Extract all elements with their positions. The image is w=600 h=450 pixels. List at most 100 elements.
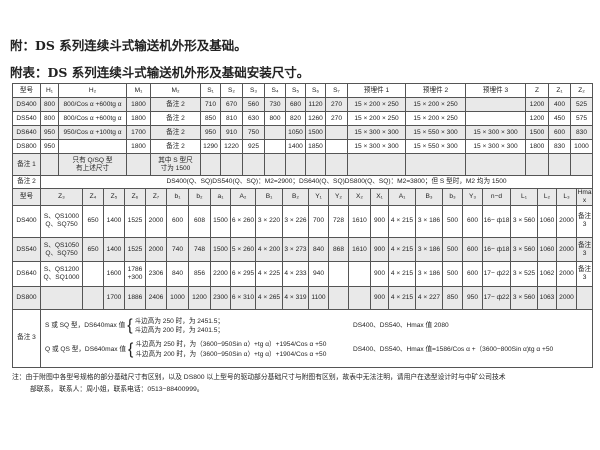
table-row-cell — [82, 261, 104, 287]
table-row-cell: 3 × 560 — [510, 204, 538, 238]
table-row-cell: 1290 — [200, 139, 221, 154]
header-row-cell: Y₂ — [328, 188, 349, 206]
table-row-cell: 1060 — [537, 236, 557, 263]
q-line-2: 斗边高为 200 时，为（3600−950Sin α）+tg α）+1904/C… — [135, 351, 327, 359]
header-row-cell: X₁ — [370, 188, 389, 206]
table-row-cell: 830 — [570, 125, 593, 140]
table-row-cell: 其中 S 型尺 寸为 1500 — [150, 153, 201, 176]
header-row-cell: S₆ — [305, 83, 326, 98]
table-row-cell: 1063 — [537, 285, 557, 310]
header-row-cell: B₁ — [255, 188, 283, 206]
table-row-cell: 15 × 300 × 300 — [347, 125, 406, 140]
table-row-cell: 3 × 525 — [510, 261, 538, 287]
table-row-cell: 3 × 273 — [282, 236, 309, 263]
table-row-cell: 2000 — [556, 204, 577, 238]
table-row-cell — [305, 153, 326, 176]
hmax-note-1: DS400、DS540、Hmax 值 2080 — [353, 322, 449, 330]
q-line-1: 斗边高为 250 时，为（3600−950Sin α）+tg α）+1954/C… — [135, 341, 327, 349]
table-row-cell: 1000 — [570, 139, 593, 154]
table-row-cell: 1700 — [126, 125, 151, 140]
dimension-table-2: 备注 2 DS400(Q、SQ)DS540(Q、SQ)：M2=2900；DS64… — [12, 175, 594, 368]
footnote: 注：由于附图中各型号规格的部分基础尺寸有区别，以及 DS800 以上型号的驱动部… — [12, 372, 592, 396]
hmax-note-2: DS400、DS540、Hmax 值=1586/Cos α +（3600−800… — [353, 346, 554, 354]
table-row-cell: 2000 — [145, 236, 167, 263]
s-line-1: 斗边高为 250 时，为 2451.5； — [134, 317, 225, 325]
header-row-cell: S₅ — [285, 83, 306, 98]
table-row-cell — [220, 153, 243, 176]
table-row-cell: 940 — [308, 261, 329, 287]
s-type-label: S 或 SQ 型，DS640max 值 — [45, 322, 126, 330]
table-row-cell: 15 × 300 × 300 — [347, 139, 406, 154]
note-2-text: DS400(Q、SQ)DS540(Q、SQ)：M2=2900；DS640(Q、S… — [39, 175, 594, 189]
table-row-cell — [525, 153, 549, 176]
table-row-cell: 950 — [462, 285, 483, 310]
header-row-cell: H₁ — [40, 83, 59, 98]
table-row-cell: 950/Cos α +100tg α — [58, 125, 127, 140]
table-row-cell: 650 — [82, 204, 104, 238]
table-row-cell: 710 — [200, 97, 221, 112]
header-row-cell: A₂ — [230, 188, 256, 206]
table-row-cell: 1400 — [103, 236, 125, 263]
table-row-cell: 1200 — [188, 285, 211, 310]
table-row-cell — [58, 139, 127, 154]
table-row-cell: 15 × 200 × 250 — [347, 97, 406, 112]
table-row-cell: DS640 — [12, 125, 41, 140]
table-row-cell: DS540 — [12, 236, 41, 263]
table-row-cell: 备注 2 — [150, 139, 201, 154]
table-row-cell: 1050 — [285, 125, 306, 140]
header-row-cell: A₁ — [388, 188, 416, 206]
table-row-cell: 1700 — [103, 285, 125, 310]
table-row-cell: 600 — [462, 236, 483, 263]
table-row-cell: 450 — [548, 111, 571, 126]
table-row-cell: 740 — [166, 236, 189, 263]
table-row-cell: 2200 — [210, 261, 231, 287]
table-row-cell — [40, 285, 83, 310]
table-row-cell — [570, 153, 593, 176]
table-row-cell: 900 — [370, 261, 389, 287]
table-title: 附表：DS 系列连续斗式输送机外形及基础安装尺寸。 — [10, 65, 310, 80]
table-row-cell: 680 — [285, 97, 306, 112]
table-row-cell: 1850 — [305, 139, 326, 154]
table-row-cell: S、QS1000 Q、SQ750 — [40, 204, 83, 238]
table-row-cell: 只有 Q/SQ 型 有上述尺寸 — [58, 153, 127, 176]
table-row-cell: 1220 — [220, 139, 243, 154]
header-row-cell: 型号 — [12, 83, 41, 98]
table-row-cell — [465, 97, 526, 112]
table-row-cell: 1200 — [525, 111, 549, 126]
table-row-cell: 1800 — [126, 139, 151, 154]
table-row-cell: 730 — [264, 97, 286, 112]
table-row-cell: 1800 — [126, 111, 151, 126]
header-row-cell: H₂ — [58, 83, 127, 98]
table-row-cell: 2000 — [556, 285, 577, 310]
table-row-cell: 1260 — [305, 111, 326, 126]
header-row-cell: 预埋件 3 — [465, 83, 526, 98]
header-row-cell: S₃ — [242, 83, 265, 98]
table-row-cell: 3 × 220 — [255, 204, 283, 238]
table-row-cell: 925 — [242, 139, 265, 154]
table-row-cell: 备注 1 — [12, 153, 41, 176]
table-row-cell: 1400 — [285, 139, 306, 154]
table-row-cell: 748 — [188, 236, 211, 263]
table-row-cell: 1525 — [124, 236, 146, 263]
table-row-cell: 6 × 295 — [230, 261, 256, 287]
table-row-cell — [348, 261, 371, 287]
table-row-cell: 1000 — [166, 285, 189, 310]
header-row-cell: 型号 — [12, 188, 41, 206]
table-row: DS640 S、QS1200 Q、SQ1000 1600 1786 +300 2306 8… — [12, 261, 594, 287]
table-row-cell: 15 × 200 × 250 — [347, 111, 406, 126]
header-row: 型号 Z₃ Z₄ Z₅ Z₆ Z₇ b₁ b₂ a₁ A₂ B₁ B₂ Y₁ Y₂ X₂ X₁ A₁ B₃ b₃ Y₃… — [12, 188, 594, 206]
table-row-cell: 1500 — [210, 204, 231, 238]
table-row-cell: 4 × 233 — [282, 261, 309, 287]
table-row-cell: 16− ф18 — [482, 236, 511, 263]
header-row-cell: Z — [525, 83, 549, 98]
table-row-cell: 4 × 225 — [255, 261, 283, 287]
table-row-cell: 17− ф22 — [482, 261, 511, 287]
table-row-cell: 备注 2 — [150, 111, 201, 126]
table-row-cell: 2000 — [556, 236, 577, 263]
table-row-cell: 16− ф18 — [482, 204, 511, 238]
table-row-cell — [328, 261, 349, 287]
header-row-cell: 预埋件 1 — [347, 83, 406, 98]
table-row-cell: 15 × 200 × 250 — [405, 97, 466, 112]
table-row-cell: 810 — [220, 111, 243, 126]
